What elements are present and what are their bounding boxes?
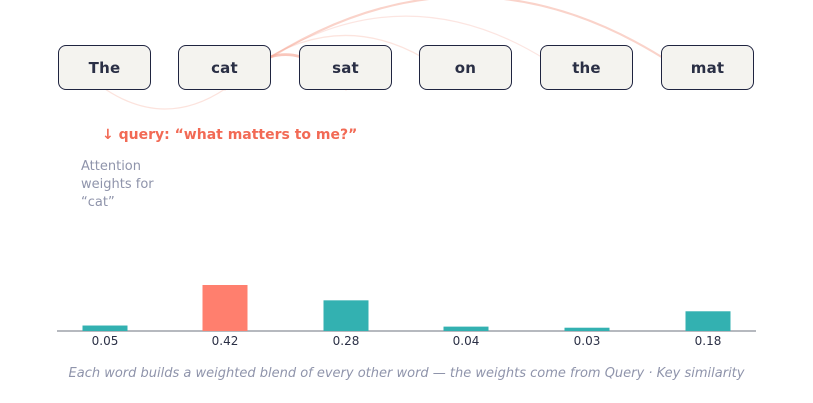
weight-label-sat: 0.28 bbox=[332, 334, 360, 348]
bar-mat bbox=[685, 311, 731, 331]
bar-the-2 bbox=[564, 327, 610, 331]
weight-label-on: 0.04 bbox=[452, 334, 480, 348]
bar-the bbox=[82, 325, 128, 331]
attention-weights-label: Attention weights for “cat” bbox=[81, 159, 154, 210]
weight-label-the: 0.05 bbox=[91, 334, 119, 348]
arc-cat-to-the bbox=[104, 88, 226, 110]
bar-cat bbox=[202, 285, 248, 331]
token-the-2: the bbox=[540, 45, 633, 90]
caption: Each word builds a weighted blend of eve… bbox=[68, 366, 745, 381]
query-label: ↓ query: “what matters to me?” bbox=[102, 127, 358, 143]
bar-sat bbox=[323, 300, 369, 331]
token-on: on bbox=[419, 45, 512, 90]
bar-on bbox=[443, 326, 489, 331]
token-sat: sat bbox=[299, 45, 392, 90]
arc-cat-to-mat bbox=[223, 0, 710, 91]
weight-label-cat: 0.42 bbox=[211, 334, 239, 348]
token-cat: cat bbox=[178, 45, 271, 90]
token-the: The bbox=[58, 45, 151, 90]
token-mat: mat bbox=[661, 45, 754, 90]
weight-label-the-2: 0.03 bbox=[573, 334, 601, 348]
weight-label-mat: 0.18 bbox=[694, 334, 722, 348]
